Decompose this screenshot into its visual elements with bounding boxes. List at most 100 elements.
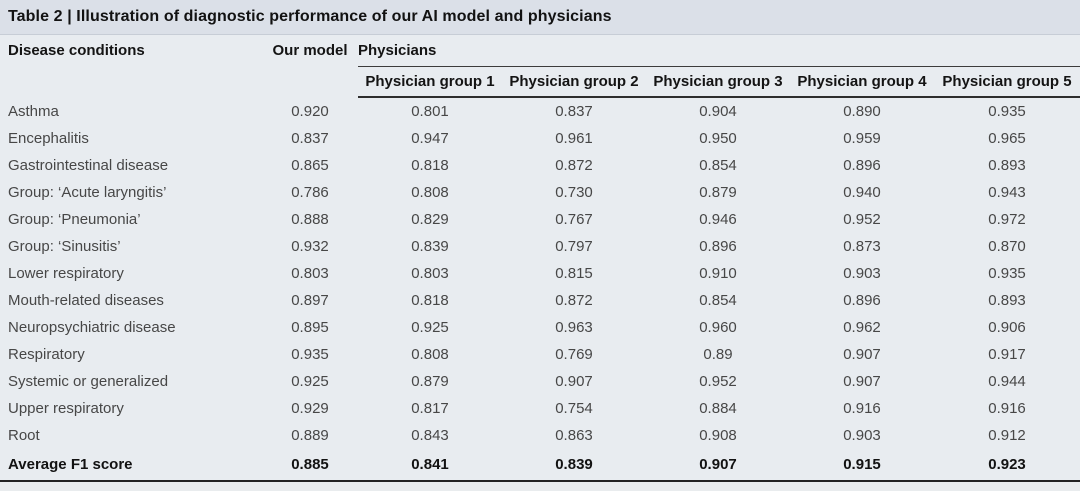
cell-group-5-average: 0.923: [934, 449, 1080, 482]
column-header-physician-group-4: Physician group 4: [790, 66, 934, 98]
row-label: Group: ‘Sinusitis’: [8, 238, 121, 255]
cell-group-3: 0.950: [699, 130, 737, 147]
row-label: Root: [8, 427, 40, 444]
cell-group-2: 0.907: [555, 373, 593, 390]
cell-our-model: 0.925: [291, 373, 329, 390]
cell-group-5: 0.944: [988, 373, 1026, 390]
cell-group-1: 0.818: [411, 157, 449, 174]
table-row: Asthma 0.920 0.801 0.837 0.904 0.890 0.9…: [0, 97, 1080, 125]
cell-group-2: 0.872: [555, 157, 593, 174]
cell-group-3: 0.946: [699, 211, 737, 228]
row-label: Mouth-related diseases: [8, 292, 164, 309]
average-f1-row: Average F1 score 0.885 0.841 0.839 0.907…: [0, 449, 1080, 482]
column-header-physician-group-3: Physician group 3: [646, 66, 790, 98]
cell-group-2: 0.863: [555, 427, 593, 444]
cell-group-4: 0.890: [843, 103, 881, 120]
cell-group-5: 0.912: [988, 427, 1026, 444]
header-row-top: Disease conditions Our model Physicians: [0, 35, 1080, 67]
cell-our-model: 0.897: [291, 292, 329, 309]
table-row: Neuropsychiatric disease 0.895 0.925 0.9…: [0, 314, 1080, 341]
cell-group-4: 0.907: [843, 373, 881, 390]
cell-group-2: 0.767: [555, 211, 593, 228]
cell-our-model-average: 0.885: [262, 449, 358, 482]
cell-group-3: 0.952: [699, 373, 737, 390]
cell-our-model: 0.935: [291, 346, 329, 363]
cell-group-1-average: 0.841: [358, 449, 502, 482]
column-group-header-physicians: Physicians: [358, 35, 1080, 67]
table-title: Table 2 | Illustration of diagnostic per…: [8, 8, 612, 25]
cell-group-4: 0.907: [843, 346, 881, 363]
row-label: Upper respiratory: [8, 400, 124, 417]
cell-group-2-average: 0.839: [502, 449, 646, 482]
cell-group-3: 0.879: [699, 184, 737, 201]
row-label: Encephalitis: [8, 130, 89, 147]
cell-group-4: 0.873: [843, 238, 881, 255]
cell-group-2: 0.730: [555, 184, 593, 201]
cell-group-2: 0.797: [555, 238, 593, 255]
cell-group-2: 0.963: [555, 319, 593, 336]
row-label: Systemic or generalized: [8, 373, 169, 390]
table-row: Gastrointestinal disease 0.865 0.818 0.8…: [0, 152, 1080, 179]
cell-group-3: 0.960: [699, 319, 737, 336]
column-header-disease-conditions: Disease conditions: [8, 42, 145, 59]
column-header-physician-group-2: Physician group 2: [502, 66, 646, 98]
cell-group-1: 0.817: [411, 400, 449, 417]
cell-our-model: 0.803: [291, 265, 329, 282]
cell-group-2: 0.754: [555, 400, 593, 417]
cell-group-5: 0.943: [988, 184, 1026, 201]
cell-our-model: 0.837: [291, 130, 329, 147]
table-row: Respiratory 0.935 0.808 0.769 0.89 0.907…: [0, 341, 1080, 368]
cell-group-2: 0.837: [555, 103, 593, 120]
cell-group-1: 0.843: [411, 427, 449, 444]
table-row: Upper respiratory 0.929 0.817 0.754 0.88…: [0, 395, 1080, 422]
cell-group-1: 0.808: [411, 346, 449, 363]
cell-group-1: 0.879: [411, 373, 449, 390]
cell-group-3: 0.89: [703, 346, 733, 363]
cell-our-model: 0.932: [291, 238, 329, 255]
cell-our-model: 0.889: [291, 427, 329, 444]
cell-group-3: 0.896: [699, 238, 737, 255]
cell-group-3: 0.884: [699, 400, 737, 417]
cell-group-5: 0.972: [988, 211, 1026, 228]
cell-our-model: 0.929: [291, 400, 329, 417]
cell-group-1: 0.818: [411, 292, 449, 309]
cell-group-1: 0.839: [411, 238, 449, 255]
table-row: Systemic or generalized 0.925 0.879 0.90…: [0, 368, 1080, 395]
table-row: Root 0.889 0.843 0.863 0.908 0.903 0.912: [0, 422, 1080, 449]
cell-group-3: 0.854: [699, 292, 737, 309]
diagnostic-performance-table: Disease conditions Our model Physicians …: [0, 35, 1080, 482]
cell-group-4: 0.903: [843, 265, 881, 282]
cell-our-model: 0.865: [291, 157, 329, 174]
table-row: Lower respiratory 0.803 0.803 0.815 0.91…: [0, 260, 1080, 287]
cell-group-2: 0.872: [555, 292, 593, 309]
table-row: Encephalitis 0.837 0.947 0.961 0.950 0.9…: [0, 125, 1080, 152]
table-row: Group: ‘Pneumonia’ 0.888 0.829 0.767 0.9…: [0, 206, 1080, 233]
row-label: Group: ‘Acute laryngitis’: [8, 184, 167, 201]
table-row: Group: ‘Acute laryngitis’ 0.786 0.808 0.…: [0, 179, 1080, 206]
cell-group-1: 0.925: [411, 319, 449, 336]
cell-group-2: 0.961: [555, 130, 593, 147]
column-header-our-model: Our model: [272, 42, 348, 59]
cell-group-1: 0.829: [411, 211, 449, 228]
cell-group-3: 0.904: [699, 103, 737, 120]
cell-group-5: 0.893: [988, 292, 1026, 309]
cell-our-model: 0.895: [291, 319, 329, 336]
cell-group-1: 0.803: [411, 265, 449, 282]
cell-group-4: 0.903: [843, 427, 881, 444]
cell-our-model: 0.786: [291, 184, 329, 201]
cell-group-4: 0.962: [843, 319, 881, 336]
cell-group-2: 0.815: [555, 265, 593, 282]
row-label: Lower respiratory: [8, 265, 124, 282]
cell-group-3: 0.908: [699, 427, 737, 444]
cell-our-model: 0.920: [291, 102, 329, 120]
header-row-groups: Physician group 1 Physician group 2 Phys…: [0, 66, 1080, 98]
cell-group-5: 0.965: [988, 130, 1026, 147]
row-label: Respiratory: [8, 346, 85, 363]
row-label: Gastrointestinal disease: [8, 157, 169, 174]
row-label: Asthma: [8, 102, 59, 120]
table-row: Mouth-related diseases 0.897 0.818 0.872…: [0, 287, 1080, 314]
cell-group-2: 0.769: [555, 346, 593, 363]
cell-group-5: 0.917: [988, 346, 1026, 363]
cell-our-model: 0.888: [291, 211, 329, 228]
table-row: Group: ‘Sinusitis’ 0.932 0.839 0.797 0.8…: [0, 233, 1080, 260]
